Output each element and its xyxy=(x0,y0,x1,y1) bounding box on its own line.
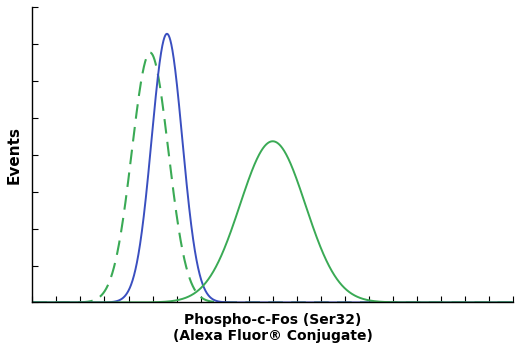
Y-axis label: Events: Events xyxy=(7,126,22,184)
X-axis label: Phospho-c-Fos (Ser32)
(Alexa Fluor® Conjugate): Phospho-c-Fos (Ser32) (Alexa Fluor® Conj… xyxy=(173,313,373,343)
